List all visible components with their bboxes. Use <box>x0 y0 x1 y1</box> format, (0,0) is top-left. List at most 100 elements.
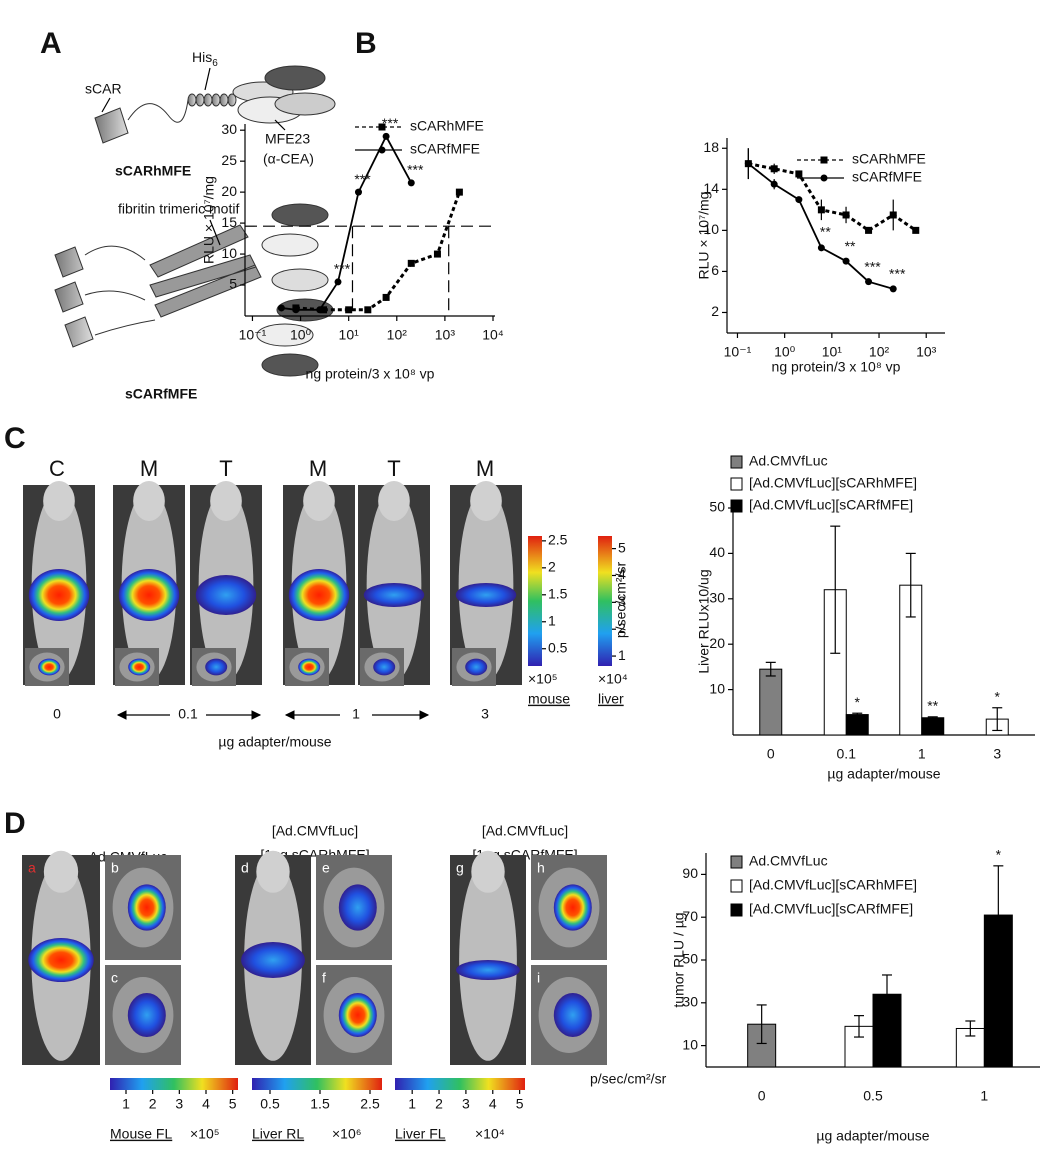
domain <box>261 233 319 257</box>
signal <box>127 884 166 931</box>
colorbar-tick-label: 0.5 <box>548 639 568 655</box>
marker <box>865 278 873 286</box>
legend-swatch <box>730 855 743 869</box>
x-tick-label: 0.1 <box>837 746 857 762</box>
signal <box>553 884 592 931</box>
mouse-head <box>256 850 290 893</box>
image-label: b <box>111 860 119 876</box>
x-tick-label: 10⁰ <box>290 327 312 343</box>
y-tick-label: 40 <box>709 544 725 560</box>
colorbar-tick-label: 4 <box>202 1096 210 1112</box>
marker <box>820 156 828 164</box>
arrow <box>101 97 111 113</box>
diagram <box>54 65 336 377</box>
domain <box>256 323 314 347</box>
mouse-head <box>43 850 79 893</box>
legend-label: [Ad.CMVfLuc][sCARhMFE] <box>749 475 917 491</box>
legend-label: [Ad.CMVfLuc][sCARhMFE] <box>749 877 917 893</box>
marker <box>334 278 342 286</box>
marker <box>455 188 463 196</box>
column-label: M <box>309 456 327 481</box>
x-tick-label: 10¹ <box>339 327 360 343</box>
legend-label: [Ad.CMVfLuc][sCARfMFE] <box>749 497 913 513</box>
mouse-head <box>470 481 502 521</box>
signal <box>465 658 488 676</box>
colorbar-label: liver <box>598 691 624 707</box>
marker <box>354 188 362 196</box>
signal <box>455 583 517 607</box>
linker <box>127 99 198 123</box>
group-title: [Ad.CMVfLuc] <box>482 823 568 839</box>
marker <box>770 180 778 188</box>
significance: * <box>855 694 861 710</box>
colorbar-tick-label: 2 <box>435 1096 443 1112</box>
x-tick-label: 10² <box>869 344 890 360</box>
significance: *** <box>354 171 371 187</box>
colorbar-label: Liver FL <box>395 1126 446 1142</box>
mouse-head <box>210 481 242 521</box>
colorbar-tick-label: 2 <box>149 1096 157 1112</box>
significance: *** <box>407 162 424 178</box>
dose-label: 3 <box>481 706 489 722</box>
column-label: C <box>49 456 65 481</box>
image-label: d <box>241 860 249 876</box>
colorbar-tick-label: 3 <box>175 1096 183 1112</box>
image-label: h <box>537 860 545 876</box>
x-tick-label: 1 <box>918 746 926 762</box>
y-tick-label: 2 <box>711 303 719 319</box>
x-tick-label: 10² <box>387 327 408 343</box>
marker <box>407 259 415 267</box>
arrow <box>204 67 211 91</box>
signal <box>195 575 257 615</box>
colorbar-tick-label: 1 <box>122 1096 130 1112</box>
marker <box>345 306 353 314</box>
group-title: [Ad.CMVfLuc] <box>272 823 358 839</box>
label: His <box>192 49 212 65</box>
colorbar-tick-label: 5 <box>516 1096 524 1112</box>
colorbar-label: Liver RL <box>252 1126 304 1142</box>
scar-domain <box>94 107 129 144</box>
his-tag <box>187 93 237 107</box>
marker <box>378 123 386 131</box>
unit: p/sec/cm²/sr <box>590 1071 667 1087</box>
label: His6 <box>192 49 218 69</box>
significance: ** <box>845 238 856 254</box>
mouse-head <box>303 481 335 521</box>
y-tick-label: 6 <box>711 262 719 278</box>
colorbar-multiplier: ×10⁵ <box>528 671 558 687</box>
marker <box>316 306 324 314</box>
column-label: T <box>387 456 400 481</box>
colorbar-label: Mouse FL <box>110 1126 172 1142</box>
signal <box>553 993 592 1037</box>
x-tick-label: 10⁻¹ <box>239 327 267 343</box>
arrows <box>116 710 430 720</box>
colorbar-tick-label: 3 <box>618 593 626 609</box>
legend-label: sCARhMFE <box>852 151 926 167</box>
x-tick-label: 10¹ <box>822 344 843 360</box>
y-axis-title: RLU × 10⁷/mg <box>696 192 712 280</box>
label: MFE23 <box>265 131 310 147</box>
x-axis-title: µg adapter/mouse <box>827 766 940 782</box>
x-tick-label: 10⁻¹ <box>724 344 752 360</box>
domain <box>264 65 326 91</box>
colorbar-label: mouse <box>528 691 570 707</box>
colorbar <box>252 1078 382 1090</box>
colorbar-tick-label: 1.5 <box>310 1096 330 1112</box>
marker <box>382 132 390 140</box>
signal <box>118 569 180 621</box>
colorbar <box>598 536 612 666</box>
marker <box>817 244 825 252</box>
legend-swatch <box>730 879 743 893</box>
panel-label: B <box>355 27 377 60</box>
legend-swatch <box>730 903 743 917</box>
y-tick-label: 10 <box>221 245 237 261</box>
colorbar-tick-label: 1 <box>548 612 556 628</box>
y-tick-label: 14 <box>703 180 719 196</box>
panel-label: C <box>4 422 26 455</box>
x-tick-label: 10⁴ <box>482 327 504 343</box>
marker <box>277 304 285 312</box>
significance: ** <box>820 223 831 239</box>
signal <box>205 658 228 676</box>
marker <box>744 160 752 168</box>
arrow <box>209 219 221 246</box>
